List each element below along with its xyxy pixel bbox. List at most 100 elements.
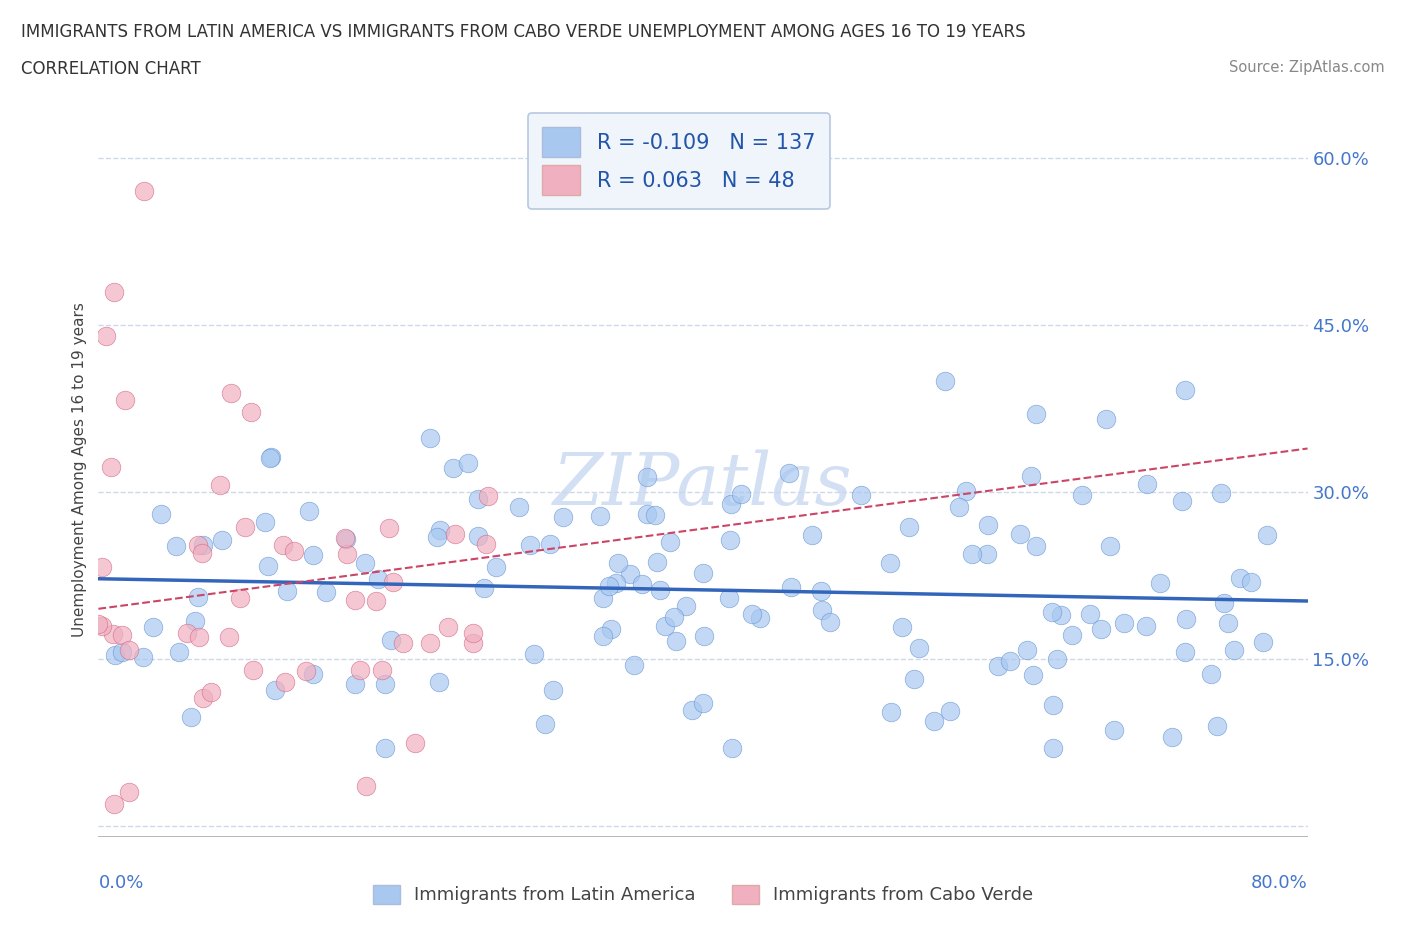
Immigrants from Latin America bbox=[508, 499, 530, 514]
Immigrants from Latin America bbox=[922, 713, 945, 728]
Immigrants from Latin America bbox=[976, 547, 998, 562]
Immigrants from Latin America bbox=[818, 615, 841, 630]
Immigrants from Latin America bbox=[898, 520, 921, 535]
Immigrants from Latin America bbox=[955, 484, 977, 498]
Y-axis label: Unemployment Among Ages 16 to 19 years: Unemployment Among Ages 16 to 19 years bbox=[72, 302, 87, 637]
Immigrants from Latin America bbox=[132, 649, 155, 664]
Immigrants from Cabo Verde bbox=[218, 630, 240, 644]
Immigrants from Cabo Verde bbox=[191, 690, 214, 705]
Immigrants from Latin America bbox=[718, 533, 741, 548]
Text: IMMIGRANTS FROM LATIN AMERICA VS IMMIGRANTS FROM CABO VERDE UNEMPLOYMENT AMONG A: IMMIGRANTS FROM LATIN AMERICA VS IMMIGRA… bbox=[21, 23, 1026, 41]
Immigrants from Latin America bbox=[939, 703, 962, 718]
Immigrants from Cabo Verde bbox=[444, 526, 467, 541]
Immigrants from Latin America bbox=[1240, 575, 1263, 590]
Immigrants from Latin America bbox=[142, 620, 165, 635]
Immigrants from Latin America bbox=[426, 530, 449, 545]
Immigrants from Cabo Verde bbox=[111, 627, 134, 642]
Immigrants from Cabo Verde bbox=[219, 385, 242, 400]
Immigrants from Latin America bbox=[720, 740, 742, 755]
Immigrants from Latin America bbox=[193, 538, 215, 552]
Immigrants from Latin America bbox=[741, 606, 763, 621]
Immigrants from Latin America bbox=[1042, 698, 1064, 713]
Immigrants from Latin America bbox=[1201, 667, 1223, 682]
Immigrants from Cabo Verde bbox=[419, 636, 441, 651]
Immigrants from Cabo Verde bbox=[437, 620, 460, 635]
Immigrants from Latin America bbox=[1222, 643, 1244, 658]
Immigrants from Latin America bbox=[187, 590, 209, 604]
Immigrants from Latin America bbox=[977, 518, 1000, 533]
Immigrants from Cabo Verde bbox=[295, 664, 318, 679]
Immigrants from Latin America bbox=[810, 603, 832, 618]
Immigrants from Latin America bbox=[1042, 740, 1064, 755]
Immigrants from Latin America bbox=[472, 580, 495, 595]
Immigrants from Latin America bbox=[1136, 476, 1159, 491]
Immigrants from Cabo Verde bbox=[239, 405, 262, 419]
Immigrants from Cabo Verde bbox=[273, 538, 295, 552]
Immigrants from Latin America bbox=[1022, 667, 1045, 682]
Immigrants from Latin America bbox=[1229, 570, 1251, 585]
Immigrants from Latin America bbox=[1171, 493, 1194, 508]
Immigrants from Latin America bbox=[1099, 539, 1122, 554]
Immigrants from Latin America bbox=[681, 702, 703, 717]
Immigrants from Cabo Verde bbox=[392, 636, 415, 651]
Immigrants from Cabo Verde bbox=[94, 328, 117, 343]
Immigrants from Latin America bbox=[648, 582, 671, 597]
Immigrants from Latin America bbox=[998, 654, 1021, 669]
Immigrants from Latin America bbox=[165, 538, 187, 553]
Immigrants from Latin America bbox=[907, 641, 929, 656]
Immigrants from Latin America bbox=[619, 566, 641, 581]
Immigrants from Latin America bbox=[441, 460, 464, 475]
Immigrants from Latin America bbox=[150, 506, 173, 521]
Immigrants from Latin America bbox=[598, 578, 620, 593]
Immigrants from Latin America bbox=[592, 629, 614, 644]
Immigrants from Latin America bbox=[659, 535, 682, 550]
Immigrants from Latin America bbox=[523, 646, 546, 661]
Immigrants from Latin America bbox=[1209, 486, 1232, 501]
Immigrants from Latin America bbox=[1174, 644, 1197, 659]
Immigrants from Latin America bbox=[630, 577, 652, 591]
Immigrants from Latin America bbox=[1060, 628, 1083, 643]
Immigrants from Latin America bbox=[1206, 718, 1229, 733]
Immigrants from Latin America bbox=[903, 671, 925, 686]
Immigrants from Latin America bbox=[551, 510, 574, 525]
Immigrants from Latin America bbox=[257, 558, 280, 573]
Immigrants from Cabo Verde bbox=[242, 662, 264, 677]
Immigrants from Cabo Verde bbox=[283, 543, 305, 558]
Immigrants from Latin America bbox=[692, 696, 714, 711]
Immigrants from Latin America bbox=[589, 509, 612, 524]
Immigrants from Latin America bbox=[180, 710, 202, 724]
Immigrants from Latin America bbox=[111, 644, 134, 659]
Immigrants from Cabo Verde bbox=[91, 560, 114, 575]
Immigrants from Cabo Verde bbox=[188, 630, 211, 644]
Immigrants from Latin America bbox=[1024, 406, 1046, 421]
Immigrants from Cabo Verde bbox=[378, 521, 401, 536]
Immigrants from Latin America bbox=[467, 528, 489, 543]
Immigrants from Latin America bbox=[211, 533, 233, 548]
Immigrants from Latin America bbox=[605, 576, 627, 591]
Immigrants from Latin America bbox=[718, 591, 741, 605]
Immigrants from Cabo Verde bbox=[349, 663, 371, 678]
Immigrants from Latin America bbox=[692, 566, 714, 581]
Immigrants from Latin America bbox=[374, 740, 396, 755]
Immigrants from Latin America bbox=[276, 583, 298, 598]
Immigrants from Latin America bbox=[354, 555, 377, 570]
Legend: R = -0.109   N = 137, R = 0.063   N = 48: R = -0.109 N = 137, R = 0.063 N = 48 bbox=[527, 113, 830, 209]
Immigrants from Cabo Verde bbox=[404, 736, 426, 751]
Immigrants from Cabo Verde bbox=[344, 592, 367, 607]
Immigrants from Latin America bbox=[780, 579, 803, 594]
Immigrants from Latin America bbox=[645, 554, 668, 569]
Immigrants from Latin America bbox=[1174, 382, 1197, 397]
Immigrants from Latin America bbox=[1212, 595, 1234, 610]
Immigrants from Latin America bbox=[1149, 576, 1171, 591]
Immigrants from Latin America bbox=[1019, 469, 1042, 484]
Immigrants from Latin America bbox=[654, 618, 676, 633]
Immigrants from Latin America bbox=[1216, 616, 1239, 631]
Immigrants from Latin America bbox=[948, 499, 970, 514]
Immigrants from Latin America bbox=[534, 716, 557, 731]
Text: Source: ZipAtlas.com: Source: ZipAtlas.com bbox=[1229, 60, 1385, 75]
Immigrants from Cabo Verde bbox=[233, 519, 256, 534]
Immigrants from Cabo Verde bbox=[229, 591, 252, 605]
Immigrants from Latin America bbox=[891, 619, 914, 634]
Immigrants from Cabo Verde bbox=[333, 530, 356, 545]
Immigrants from Latin America bbox=[1135, 618, 1157, 633]
